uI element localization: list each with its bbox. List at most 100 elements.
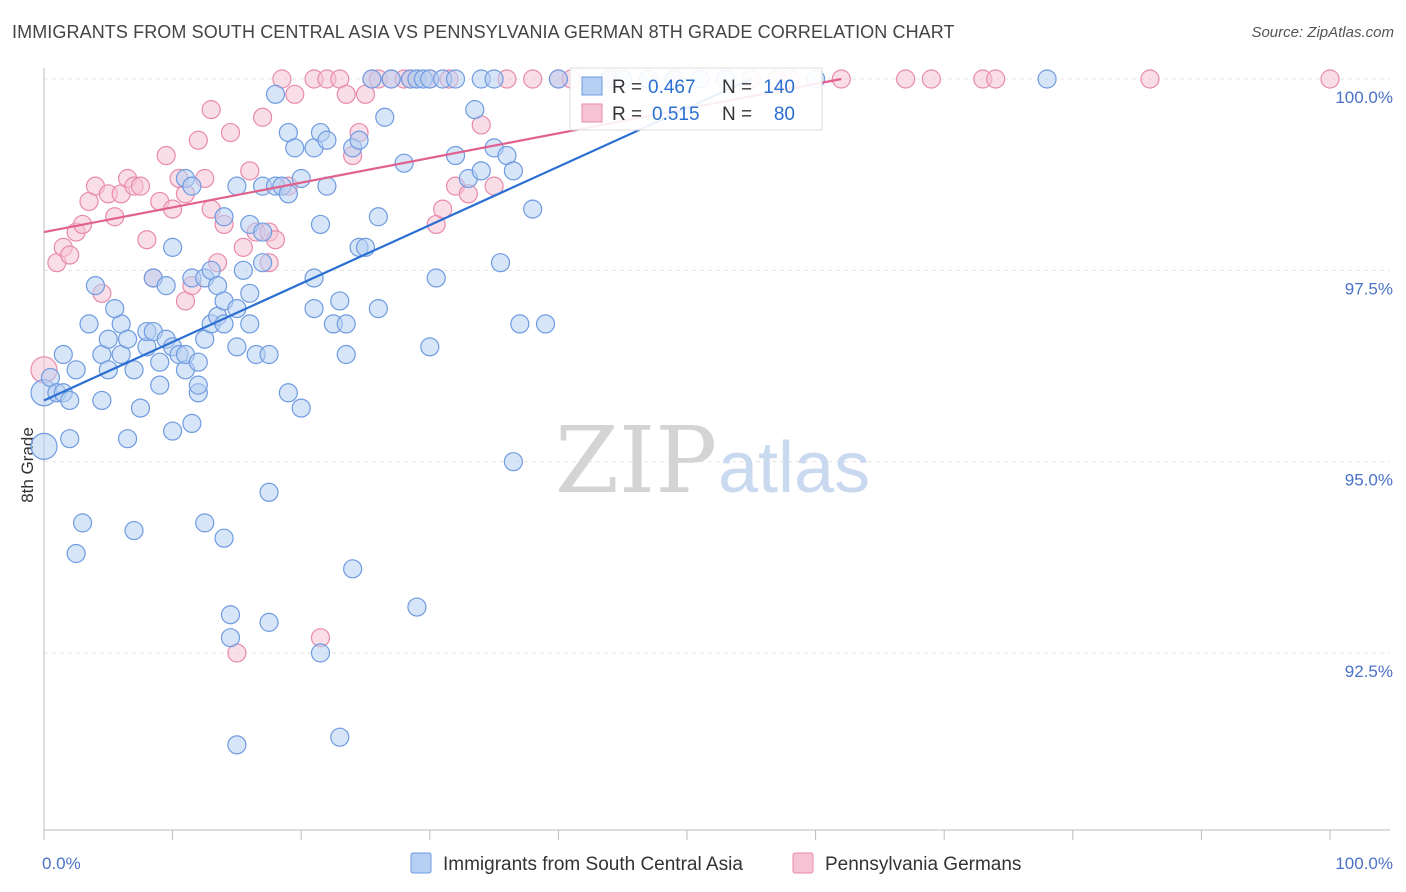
- south-central-asia-point: [253, 253, 273, 273]
- south-central-asia-point: [156, 276, 176, 296]
- south-central-asia-point: [484, 69, 504, 89]
- south-central-asia-point: [188, 352, 208, 372]
- south-central-asia-point: [304, 299, 324, 319]
- south-central-asia-point: [117, 329, 138, 349]
- south-central-asia-point: [310, 214, 331, 235]
- bottom-legend-label-pink: Pennsylvania Germans: [825, 854, 1021, 875]
- south-central-asia-point: [85, 276, 106, 296]
- south-central-asia-point: [188, 375, 208, 395]
- south-central-asia-point: [503, 161, 523, 181]
- south-central-asia-point: [227, 337, 247, 357]
- x-axis-ticks: [43, 830, 1331, 840]
- south-central-asia-point: [336, 314, 356, 334]
- south-central-asia-point: [426, 268, 446, 288]
- pennsylvania-germans-point: [1320, 69, 1340, 89]
- south-central-asia-point: [471, 161, 491, 181]
- south-central-asia-point: [163, 421, 183, 441]
- bottom-legend-swatch-pink: [792, 852, 814, 874]
- south-central-asia-point: [60, 390, 80, 411]
- pennsylvania-germans-point: [240, 161, 260, 181]
- south-central-asia-point: [535, 314, 556, 334]
- south-central-asia-point: [130, 398, 151, 418]
- watermark: ZIP atlas: [555, 407, 870, 514]
- south-central-asia-point: [291, 398, 311, 418]
- south-central-asia-point: [240, 283, 260, 303]
- south-central-asia-point: [150, 375, 170, 395]
- south-central-asia-point: [330, 727, 350, 747]
- south-central-asia-point: [490, 253, 511, 273]
- south-central-asia-point: [66, 360, 86, 380]
- legend-n-label-pink: N =: [722, 104, 752, 125]
- south-central-asia-point: [523, 199, 543, 219]
- south-central-asia-point: [220, 628, 241, 648]
- south-central-asia-point: [220, 605, 241, 625]
- pennsylvania-germans-point: [60, 245, 80, 265]
- south-central-asia-point: [92, 390, 112, 411]
- series-pennsylvania-germans: [30, 69, 1340, 663]
- south-central-asia-point: [214, 528, 234, 548]
- pennsylvania-germans-point: [336, 84, 356, 104]
- south-central-asia-point: [368, 207, 388, 227]
- south-central-asia-point: [317, 130, 337, 150]
- south-central-asia-point: [163, 237, 183, 257]
- pennsylvania-germans-point: [220, 122, 241, 143]
- south-central-asia-point: [330, 291, 350, 311]
- south-central-asia-point: [117, 429, 138, 449]
- legend-n-label-blue: N =: [722, 77, 752, 98]
- pennsylvania-germans-point: [986, 69, 1006, 89]
- south-central-asia-point: [259, 344, 279, 365]
- south-central-asia-point: [1037, 69, 1057, 89]
- south-central-asia-point: [349, 130, 369, 150]
- south-central-asia-point: [548, 69, 569, 89]
- pennsylvania-germans-point: [156, 145, 176, 166]
- pennsylvania-germans-point: [188, 130, 208, 150]
- south-central-asia-point: [445, 69, 466, 89]
- south-central-asia-point: [150, 352, 170, 372]
- legend-swatch-pink: [581, 103, 603, 123]
- stats-legend: R = 0.467 N = 140 R = 0.515 N = 80: [569, 67, 823, 131]
- y-tick-label-0: 100.0%: [1335, 88, 1393, 107]
- south-central-asia-point: [375, 107, 395, 127]
- pennsylvania-germans-point: [137, 230, 157, 250]
- south-central-asia-point: [53, 344, 73, 365]
- south-central-asia-point: [278, 184, 298, 204]
- pennsylvania-germans-point: [921, 69, 941, 89]
- south-central-asia-point: [503, 452, 523, 472]
- south-central-asia-point: [72, 513, 93, 533]
- south-central-asia-point: [195, 513, 215, 533]
- legend-r-label-blue: R =: [612, 77, 642, 98]
- pennsylvania-germans-point: [253, 107, 273, 127]
- legend-r-label-pink: R =: [612, 104, 642, 125]
- stats-legend-box: [569, 67, 823, 131]
- south-central-asia-point: [66, 543, 86, 564]
- south-central-asia-point: [124, 520, 144, 541]
- y-tick-label-2: 95.0%: [1345, 471, 1393, 490]
- south-central-asia-point: [259, 482, 279, 502]
- south-central-asia-point: [79, 314, 99, 334]
- south-central-asia-point: [182, 176, 202, 196]
- pennsylvania-germans-point: [285, 84, 305, 104]
- south-central-asia-point: [510, 314, 530, 334]
- south-central-asia-point: [227, 176, 247, 196]
- south-central-asia-point: [362, 69, 382, 89]
- south-central-asia-point: [285, 138, 305, 158]
- south-central-asia-point: [240, 314, 260, 334]
- pennsylvania-germans-point: [523, 69, 543, 89]
- legend-r-value-blue: 0.467: [648, 77, 696, 98]
- south-central-asia-point: [182, 413, 202, 433]
- x-tick-label-left: 0.0%: [42, 854, 81, 873]
- legend-r-value-pink: 0.515: [652, 104, 700, 125]
- chart-title: IMMIGRANTS FROM SOUTH CENTRAL ASIA VS PE…: [12, 22, 955, 42]
- south-central-asia-point: [124, 360, 144, 380]
- south-central-asia-point: [343, 559, 363, 579]
- south-central-asia-point: [259, 612, 279, 632]
- south-central-asia-point: [465, 100, 485, 120]
- y-axis-tick-labels: 100.0% 97.5% 95.0% 92.5%: [1335, 88, 1393, 681]
- bottom-legend-label-blue: Immigrants from South Central Asia: [443, 854, 743, 875]
- south-central-asia-point: [253, 222, 273, 242]
- south-central-asia-point: [407, 597, 427, 617]
- pennsylvania-germans-point: [130, 176, 151, 196]
- south-central-asia-point: [227, 735, 247, 755]
- south-central-asia-point: [98, 360, 118, 380]
